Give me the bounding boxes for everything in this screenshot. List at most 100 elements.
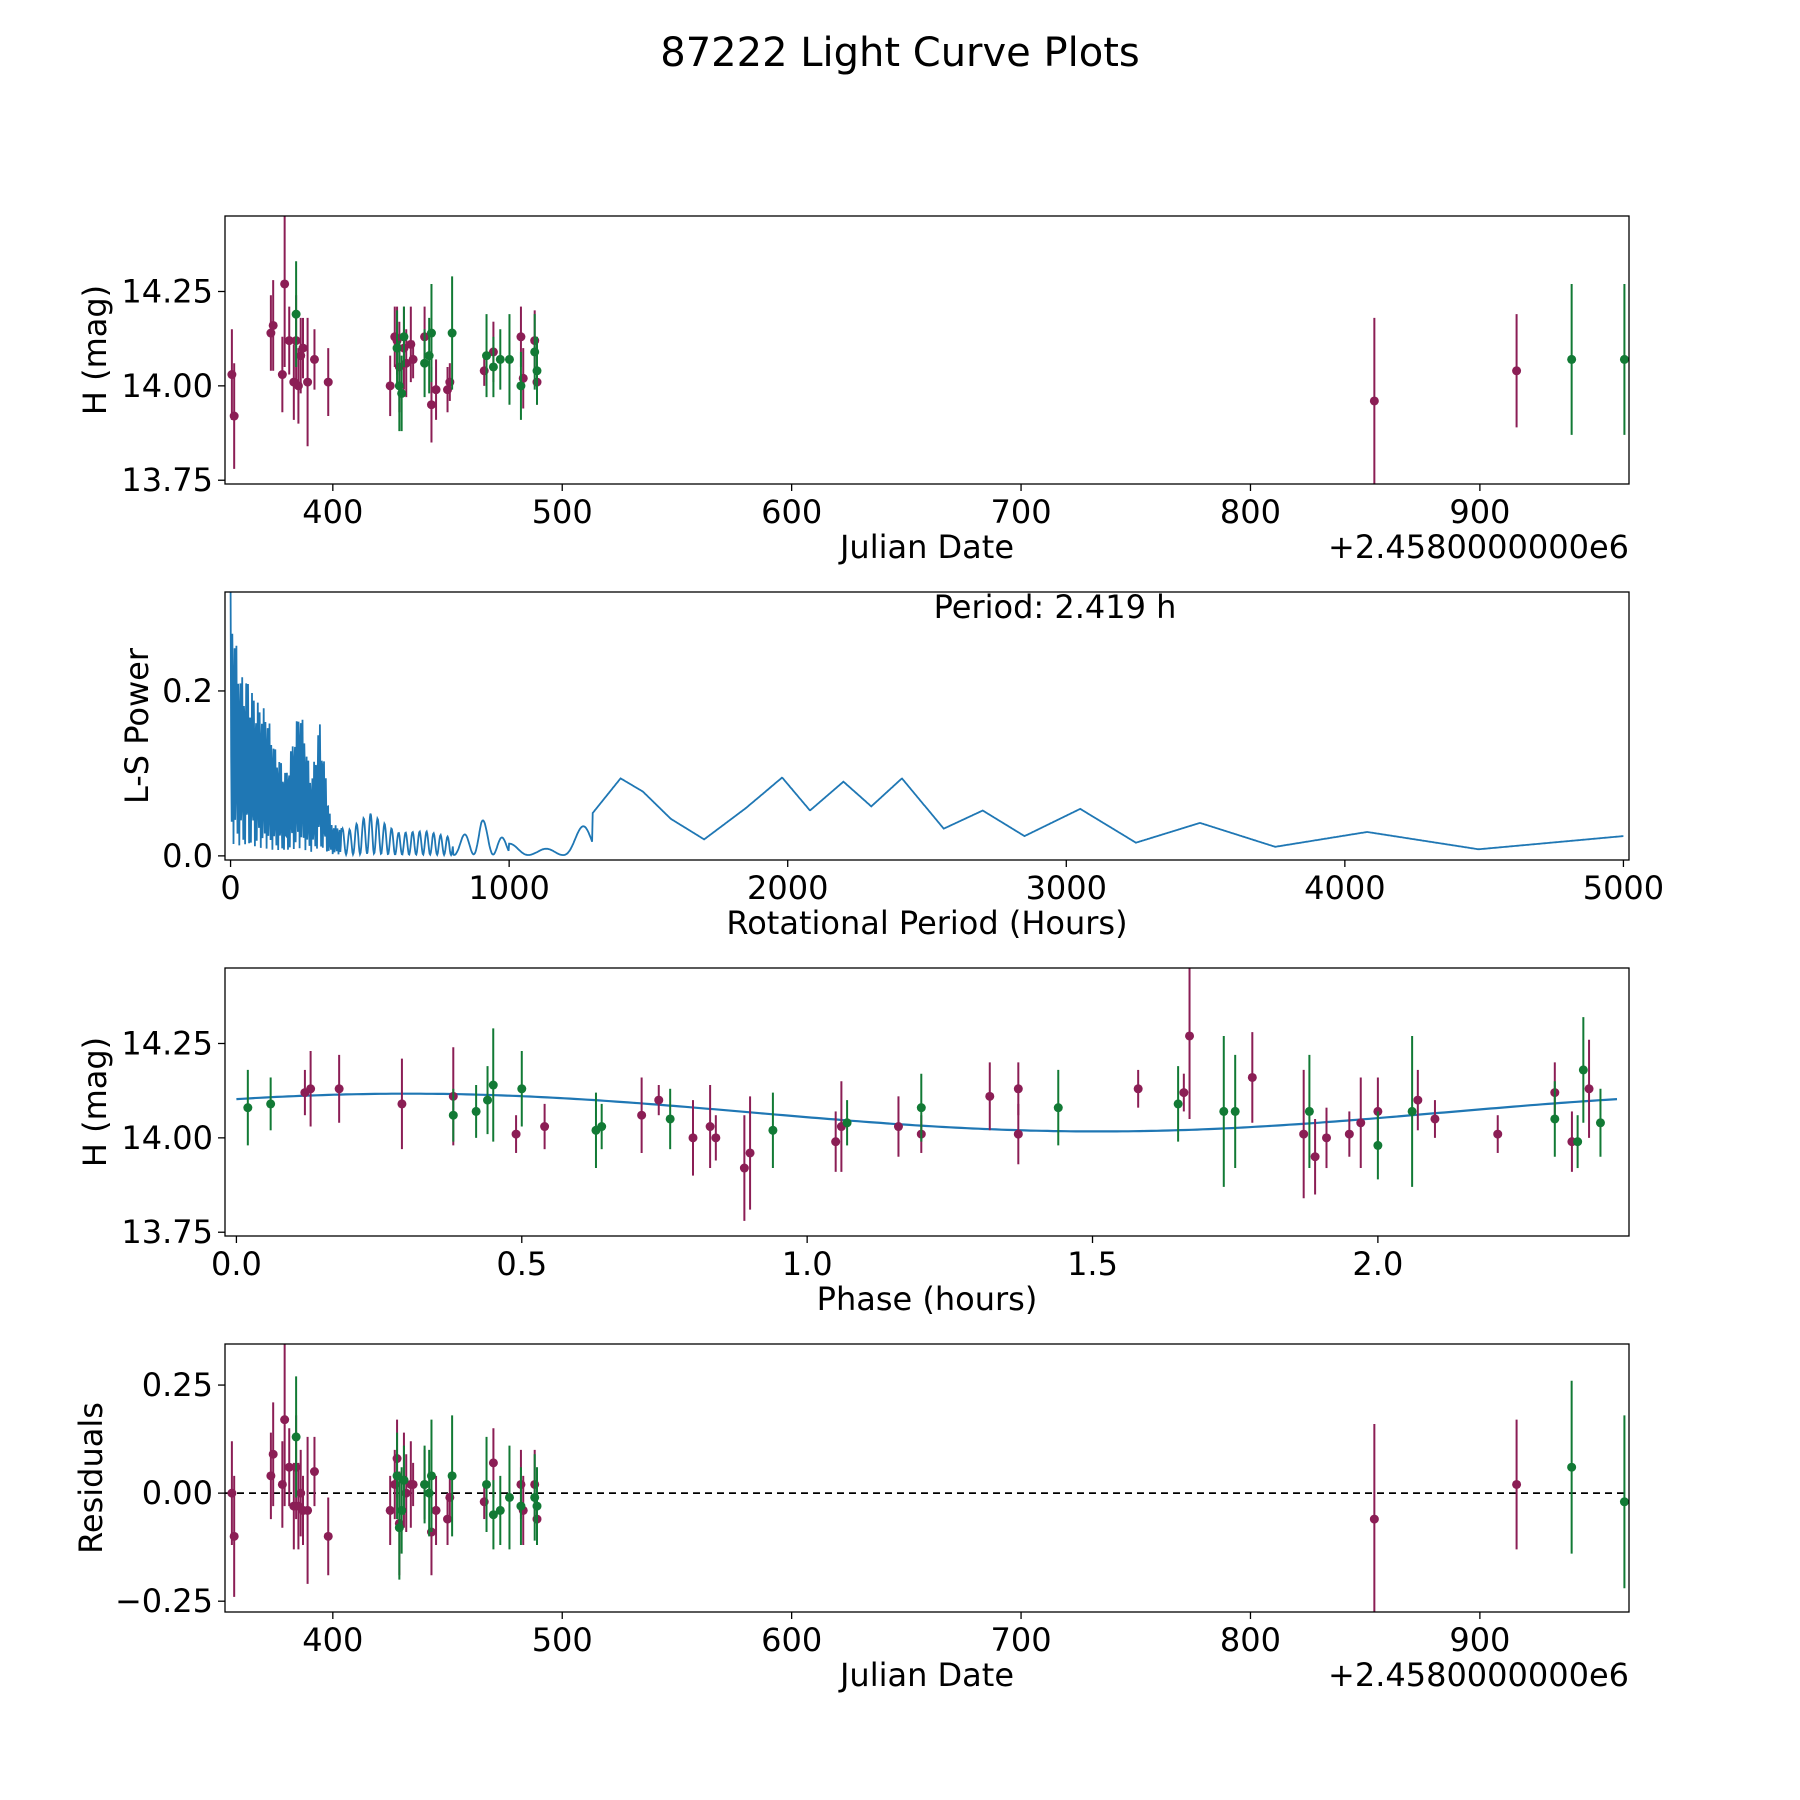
data-point xyxy=(243,1103,253,1113)
x-tick-label: 5000 xyxy=(1583,869,1664,907)
x-tick-label: 0 xyxy=(220,869,240,907)
periodogram-line xyxy=(229,591,1624,858)
data-point xyxy=(229,411,239,421)
data-point xyxy=(654,1095,664,1105)
data-point xyxy=(705,1122,715,1132)
data-point xyxy=(306,1084,316,1094)
x-tick-label: 700 xyxy=(991,493,1052,531)
x-tick-label: 1.5 xyxy=(1067,1245,1118,1283)
x-tick-label: 500 xyxy=(532,493,593,531)
data-point xyxy=(1322,1133,1332,1143)
phased-light-curve-marks xyxy=(236,968,1618,1221)
raw-light-curve-marks xyxy=(227,216,1629,484)
data-point xyxy=(488,1510,498,1520)
data-point xyxy=(280,1415,290,1425)
data-point xyxy=(399,1475,409,1485)
panel-raw-light-curve: 400 500 600 700 800 900 13.75 14.00 14.25 Julian… xyxy=(76,215,1630,566)
data-point xyxy=(1619,354,1629,364)
data-point xyxy=(426,1471,436,1481)
data-point xyxy=(517,1084,527,1094)
data-point xyxy=(1595,1118,1605,1128)
data-point xyxy=(516,381,526,391)
x-tick-label: 700 xyxy=(991,1621,1052,1659)
y-tick-label: 13.75 xyxy=(121,461,213,499)
data-point xyxy=(1619,1497,1629,1507)
data-point xyxy=(504,1492,514,1502)
data-point xyxy=(482,351,492,361)
data-point xyxy=(448,1110,458,1120)
data-point xyxy=(303,377,313,387)
x-tick-label: 0.5 xyxy=(496,1245,547,1283)
periodogram-ticks: 0 1000 2000 3000 4000 5000 0.0 0.2 xyxy=(162,672,1664,907)
data-point xyxy=(739,1163,749,1173)
data-point xyxy=(408,354,418,364)
data-point xyxy=(916,1103,926,1113)
residuals-ylabel: Residuals xyxy=(72,1402,110,1554)
y-tick-label: 14.25 xyxy=(121,272,213,310)
data-point xyxy=(831,1137,841,1147)
data-point xyxy=(309,1467,319,1477)
data-point xyxy=(1299,1129,1309,1139)
x-tick-label: 400 xyxy=(302,1621,363,1659)
data-point xyxy=(334,1084,344,1094)
data-point xyxy=(665,1114,675,1124)
y-tick-label: 0.00 xyxy=(142,1474,213,1512)
data-point xyxy=(711,1133,721,1143)
residuals-xlabel: Julian Date xyxy=(838,1656,1014,1694)
data-point xyxy=(268,1449,278,1459)
data-point xyxy=(385,381,395,391)
data-point xyxy=(399,332,409,342)
x-tick-label: 1.0 xyxy=(782,1245,833,1283)
figure-title: 87222 Light Curve Plots xyxy=(660,30,1139,76)
data-point xyxy=(1493,1129,1503,1139)
data-point xyxy=(426,328,436,338)
raw-light-curve-xlabel: Julian Date xyxy=(838,528,1014,566)
x-tick-label: 1000 xyxy=(468,869,549,907)
residuals-x-offset: +2.4580000000e6 xyxy=(1328,1656,1629,1694)
data-point xyxy=(268,320,278,330)
data-point xyxy=(426,400,436,410)
x-tick-label: 900 xyxy=(1449,493,1510,531)
model-curve xyxy=(236,1092,1618,1133)
x-tick-label: 2.0 xyxy=(1352,1245,1403,1283)
panel-residuals: 400 500 600 700 800 900 −0.25 0.00 0.25 Julian D… xyxy=(72,1343,1630,1694)
y-tick-label: 14.00 xyxy=(121,1119,213,1157)
data-point xyxy=(488,1080,498,1090)
y-tick-label: 14.00 xyxy=(121,367,213,405)
data-point xyxy=(597,1122,607,1132)
periodogram-frame xyxy=(224,591,1630,861)
data-point xyxy=(385,1505,395,1515)
data-point xyxy=(1185,1031,1195,1041)
x-tick-label: 800 xyxy=(1220,493,1281,531)
data-point xyxy=(1013,1084,1023,1094)
data-point xyxy=(397,388,407,398)
x-tick-label: 2000 xyxy=(747,869,828,907)
data-point xyxy=(1356,1118,1366,1128)
x-tick-label: 0.0 xyxy=(211,1245,262,1283)
data-point xyxy=(488,362,498,372)
data-point xyxy=(1304,1106,1314,1116)
data-point xyxy=(1173,1099,1183,1109)
data-point xyxy=(495,1505,505,1515)
data-point xyxy=(1567,354,1577,364)
data-point xyxy=(488,1458,498,1468)
y-tick-label: −0.25 xyxy=(115,1582,213,1620)
data-point xyxy=(408,1479,418,1489)
data-point xyxy=(1584,1084,1594,1094)
data-point xyxy=(540,1122,550,1132)
data-point xyxy=(420,358,430,368)
x-tick-label: 800 xyxy=(1220,1621,1281,1659)
data-point xyxy=(431,1505,441,1515)
data-point xyxy=(1133,1084,1143,1094)
periodogram-ylabel: L-S Power xyxy=(118,647,156,804)
periodogram-xlabel: Rotational Period (Hours) xyxy=(726,904,1127,942)
data-point xyxy=(1578,1065,1588,1075)
data-point xyxy=(291,1432,301,1442)
data-point xyxy=(298,343,308,353)
data-point xyxy=(1573,1137,1583,1147)
x-tick-label: 600 xyxy=(761,1621,822,1659)
data-point xyxy=(420,1479,430,1489)
data-point xyxy=(1550,1114,1560,1124)
data-point xyxy=(280,279,290,289)
